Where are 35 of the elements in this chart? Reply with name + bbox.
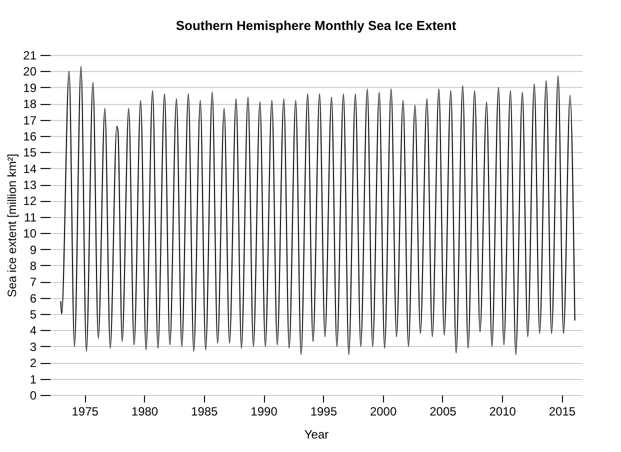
x-axis-title: Year bbox=[304, 428, 329, 442]
chart-title: Southern Hemisphere Monthly Sea Ice Extent bbox=[176, 18, 457, 33]
y-tick-label: 7 bbox=[30, 275, 37, 290]
x-tick-label: 2015 bbox=[548, 404, 576, 418]
y-tick-label: 13 bbox=[23, 178, 37, 192]
x-tick-label: 1980 bbox=[131, 404, 158, 418]
y-tick-label: 20 bbox=[23, 64, 37, 79]
y-tick-label: 16 bbox=[23, 129, 37, 144]
y-tick-label: 15 bbox=[23, 146, 37, 160]
y-tick-label: 14 bbox=[23, 162, 37, 176]
x-tick-label: 1990 bbox=[250, 404, 278, 418]
y-tick-label: 1 bbox=[30, 372, 37, 386]
y-axis-title: Sea ice extent [million km²] bbox=[5, 154, 20, 298]
y-tick-label: 17 bbox=[23, 113, 37, 128]
y-tick-label: 3 bbox=[30, 340, 37, 354]
y-tick-label: 12 bbox=[23, 194, 37, 208]
x-tick-label: 1995 bbox=[310, 404, 338, 418]
x-tick-label: 1985 bbox=[191, 404, 218, 418]
y-tick-label: 5 bbox=[30, 308, 37, 322]
y-tick-label: 4 bbox=[30, 324, 37, 338]
y-tick-label: 10 bbox=[23, 226, 37, 241]
x-tick-label: 2000 bbox=[370, 404, 397, 418]
y-tick-label: 2 bbox=[30, 356, 37, 370]
y-tick-label: 19 bbox=[23, 80, 37, 95]
y-tick-label: 9 bbox=[30, 242, 37, 257]
x-tick-label: 2010 bbox=[489, 404, 516, 418]
y-tick-label: 6 bbox=[30, 291, 37, 306]
y-tick-label: 11 bbox=[24, 210, 37, 224]
x-tick-label: 2005 bbox=[430, 404, 457, 418]
y-tick-label: 18 bbox=[23, 97, 37, 112]
y-tick-label: 21 bbox=[23, 48, 37, 62]
y-tick-label: 0 bbox=[30, 388, 37, 402]
y-tick-label: 8 bbox=[30, 258, 37, 273]
line-series bbox=[60, 66, 576, 356]
x-tick-label: 1975 bbox=[72, 404, 99, 418]
